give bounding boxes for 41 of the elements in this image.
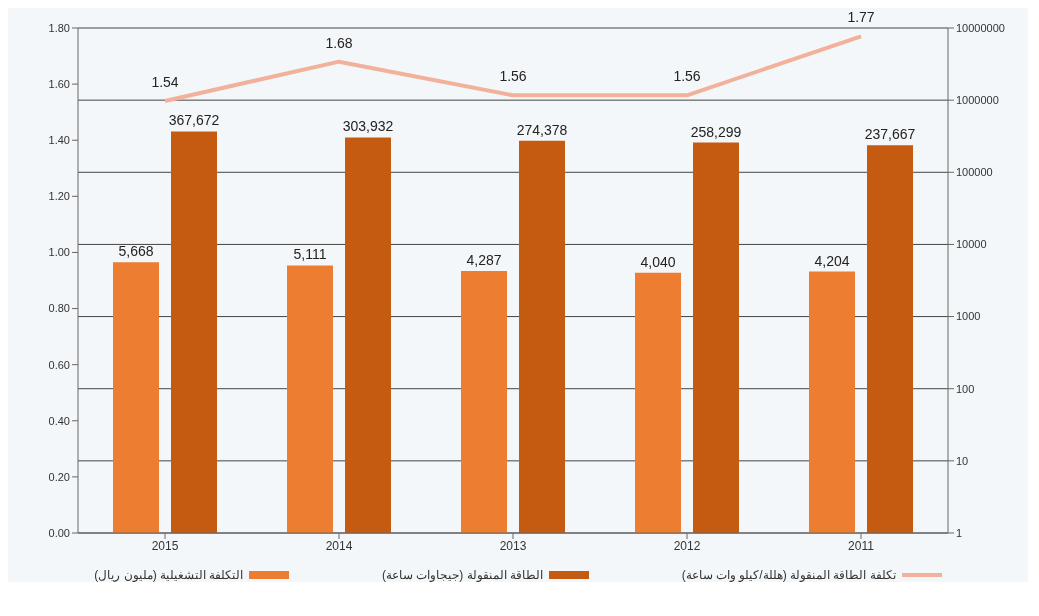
y-tick-label: 1.20: [48, 190, 70, 203]
data-label: 303,932: [342, 118, 394, 135]
y2-tick-label: 1000000: [956, 94, 999, 107]
data-label: 1.56: [673, 68, 701, 85]
x-tick-label: 2012: [673, 538, 701, 553]
data-label: 4,204: [814, 252, 850, 269]
x-tick-label: 2014: [325, 538, 353, 553]
data-label: 274,378: [516, 121, 568, 138]
legend-label: الطاقة المنقولة (جيجاوات ساعة): [382, 568, 544, 582]
data-label: 5,111: [293, 246, 327, 263]
data-label: 1.56: [499, 68, 527, 85]
y2-tick-label: 10: [956, 454, 969, 467]
y-tick-label: 0.20: [48, 470, 70, 483]
y2-tick-label: 1000: [956, 310, 981, 323]
data-label: 4,040: [640, 253, 676, 270]
y2-tick-label: 100000: [956, 166, 993, 179]
data-label: 4,287: [466, 251, 502, 268]
y2-tick-label: 10000000: [956, 21, 1005, 34]
y-tick-label: 1.80: [48, 21, 70, 34]
y2-tick-label: 1: [956, 526, 963, 539]
y-tick-label: 0.80: [48, 302, 70, 315]
legend-label: التكلفة التشغيلية (مليون ريال): [94, 568, 244, 582]
y-tick-label: 0.60: [48, 358, 70, 371]
data-label: 237,667: [864, 126, 916, 143]
x-tick-label: 2013: [499, 538, 527, 553]
data-label: 1.54: [151, 73, 179, 90]
data-label: 1.68: [325, 34, 353, 51]
y2-tick-label: 10000: [956, 238, 987, 251]
legend-label: تكلفة الطاقة المنقولة (هللة/كيلو وات ساعة): [681, 568, 896, 582]
y-tick-label: 0.00: [48, 526, 70, 539]
data-label: 258,299: [690, 123, 742, 140]
y2-tick-label: 100: [956, 382, 975, 395]
y-tick-label: 1.40: [48, 134, 70, 147]
data-label: 1.77: [847, 9, 875, 26]
data-label: 5,668: [118, 243, 154, 260]
data-label: 367,672: [168, 112, 220, 129]
x-tick-label: 2015: [151, 538, 179, 553]
y-tick-label: 1.60: [48, 78, 70, 91]
x-tick-label: 2011: [848, 538, 875, 553]
y-tick-label: 0.40: [48, 414, 70, 427]
y-tick-label: 1.00: [48, 246, 70, 259]
